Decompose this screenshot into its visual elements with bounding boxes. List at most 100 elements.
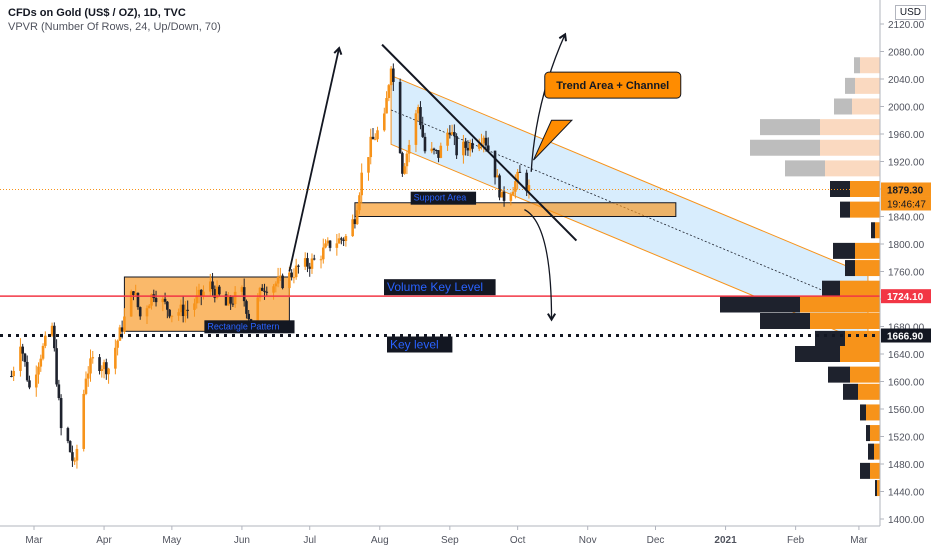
bullish-arrow-right bbox=[530, 32, 567, 172]
candle-body bbox=[373, 139, 377, 141]
time-tick-label: Sep bbox=[441, 535, 459, 546]
candle-body bbox=[41, 345, 45, 359]
candle-body bbox=[12, 370, 15, 377]
candle-body bbox=[199, 289, 203, 296]
profile-up-bar bbox=[800, 296, 880, 313]
candle-body bbox=[231, 303, 235, 305]
candle-body bbox=[385, 98, 388, 114]
candle-body bbox=[344, 236, 348, 241]
candle-body bbox=[414, 113, 418, 145]
candle-body bbox=[240, 287, 244, 292]
time-tick-label: Feb bbox=[787, 535, 805, 546]
candles-layer bbox=[10, 63, 531, 469]
candle-body bbox=[86, 373, 90, 379]
price-tick-label: 1560.00 bbox=[888, 405, 925, 416]
profile-down-bar bbox=[860, 462, 870, 479]
candle-body bbox=[498, 175, 501, 198]
candle-body bbox=[376, 130, 379, 140]
price-badge bbox=[881, 289, 931, 304]
candle-body bbox=[308, 266, 312, 269]
candle-body bbox=[468, 142, 472, 151]
profile-up-bar bbox=[866, 404, 880, 421]
candle-body bbox=[423, 136, 427, 152]
profile-up-bar bbox=[858, 383, 880, 400]
candle-body bbox=[514, 181, 517, 192]
profile-down-bar bbox=[815, 330, 845, 347]
profile-up-bar bbox=[874, 443, 880, 460]
candle-body bbox=[211, 281, 214, 290]
candle-body bbox=[398, 81, 402, 154]
candle-body bbox=[484, 137, 488, 146]
candle-body bbox=[462, 141, 465, 156]
profile-up-bar bbox=[870, 462, 880, 479]
candle-body bbox=[59, 398, 63, 429]
profile-down-bar bbox=[875, 480, 877, 497]
candle-body bbox=[227, 296, 230, 306]
profile-up-bar bbox=[845, 330, 880, 347]
price-tick-label: 1760.00 bbox=[888, 268, 925, 279]
price-tick-label: 1520.00 bbox=[888, 433, 925, 444]
candle-body bbox=[407, 144, 411, 154]
candle-body bbox=[312, 258, 316, 260]
candle-body bbox=[355, 210, 359, 225]
time-tick-label: 2021 bbox=[714, 535, 737, 546]
profile-down-bar bbox=[828, 366, 850, 383]
candle-body bbox=[405, 153, 409, 167]
support-area-zone bbox=[354, 202, 677, 217]
profile-up-bar bbox=[840, 280, 880, 297]
profile-up-bar bbox=[855, 242, 880, 259]
candle-body bbox=[150, 294, 153, 306]
profile-down-bar bbox=[840, 201, 850, 218]
candle-body bbox=[168, 309, 171, 317]
profile-up-bar bbox=[860, 57, 880, 74]
candle-body bbox=[392, 68, 395, 82]
candle-body bbox=[177, 312, 180, 316]
candle-body bbox=[218, 286, 221, 295]
price-tick-label: 1480.00 bbox=[888, 460, 925, 471]
candle-body bbox=[123, 316, 126, 332]
candle-body bbox=[57, 384, 61, 399]
candle-body bbox=[482, 137, 486, 144]
price-tick-label: 2080.00 bbox=[888, 48, 925, 59]
candle-body bbox=[340, 238, 343, 240]
candle-body bbox=[215, 286, 219, 298]
candle-body bbox=[272, 286, 275, 293]
currency-badge[interactable]: USD bbox=[894, 5, 926, 20]
candle-body bbox=[84, 378, 88, 394]
countdown-label: 19:46:47 bbox=[887, 199, 926, 210]
candle-body bbox=[496, 175, 499, 178]
candle-body bbox=[44, 335, 47, 346]
volume-key-level-label: Volume Key Level bbox=[387, 280, 483, 294]
candle-body bbox=[464, 141, 467, 148]
price-tick-label: 1640.00 bbox=[888, 350, 925, 361]
candle-body bbox=[134, 292, 137, 296]
candle-body bbox=[383, 113, 386, 131]
profile-down-bar bbox=[868, 443, 874, 460]
candle-body bbox=[310, 258, 314, 269]
trend-callout: Trend Area + Channel bbox=[533, 71, 682, 161]
candle-body bbox=[500, 191, 504, 198]
candle-body bbox=[306, 258, 309, 267]
bullish-arrow-left bbox=[288, 46, 343, 272]
candle-body bbox=[353, 219, 357, 225]
candle-body bbox=[421, 125, 425, 137]
candle-body bbox=[91, 357, 95, 359]
candle-body bbox=[132, 291, 135, 296]
candle-body bbox=[493, 150, 497, 178]
candle-body bbox=[453, 132, 456, 137]
callout-box bbox=[544, 71, 682, 99]
candle-body bbox=[502, 191, 506, 201]
price-badge bbox=[881, 328, 931, 343]
time-tick-label: May bbox=[162, 535, 181, 546]
candle-body bbox=[107, 368, 110, 375]
candle-body bbox=[184, 309, 187, 317]
candle-body bbox=[179, 304, 183, 313]
candle-body bbox=[136, 292, 140, 308]
candle-body bbox=[324, 243, 327, 248]
candle-body bbox=[147, 305, 151, 309]
rectangle-pattern-label: Rectangle Pattern bbox=[207, 321, 279, 331]
candle-body bbox=[416, 107, 420, 114]
time-tick-label: Jul bbox=[303, 535, 316, 546]
time-tick-label: Oct bbox=[510, 535, 526, 546]
